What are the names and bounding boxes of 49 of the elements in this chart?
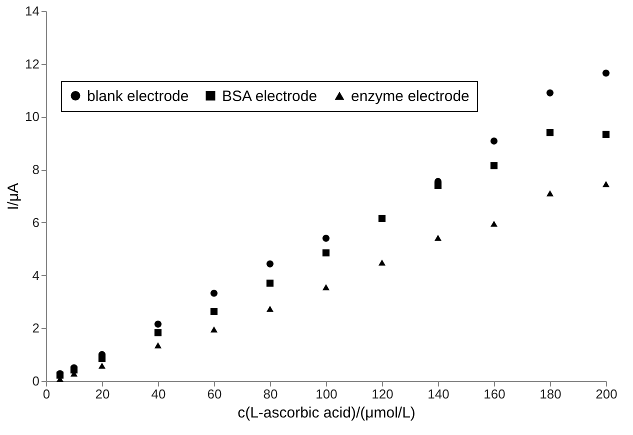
y-tick-label: 8: [32, 162, 40, 178]
point: [378, 214, 386, 222]
legend-label: BSA electrode: [222, 88, 318, 105]
y-tick-label: 12: [25, 56, 40, 72]
point: [210, 308, 218, 316]
x-tick-label: 60: [207, 386, 222, 402]
legend-label: blank electrode: [87, 88, 189, 105]
x-tick-label: 40: [151, 386, 166, 402]
x-axis-title: c(L-ascorbic acid)/(μmol/L): [238, 404, 416, 422]
point: [322, 234, 330, 242]
point: [322, 249, 330, 256]
x-tick-label: 20: [95, 386, 110, 402]
point: [266, 280, 274, 287]
point: [210, 326, 218, 333]
y-tick-label: 10: [25, 109, 40, 124]
x-tick-label: 160: [484, 386, 506, 402]
x-tick-label: 120: [372, 386, 394, 402]
x-tick-label: 180: [540, 386, 562, 402]
point: [490, 138, 498, 145]
point: [378, 260, 386, 266]
legend-label: enzyme electrode: [351, 88, 470, 105]
y-tick-label: 4: [32, 268, 40, 283]
point: [154, 342, 162, 348]
x-tick-label: 80: [263, 386, 278, 402]
point: [490, 162, 498, 170]
y-tick-label: 14: [25, 4, 40, 18]
y-tick-label: 2: [32, 320, 40, 336]
x-tick-label: 200: [596, 386, 618, 402]
x-tick-label: 140: [428, 386, 450, 402]
point: [154, 320, 162, 328]
point: [210, 290, 218, 297]
y-tick-label: 6: [32, 214, 40, 230]
point: [546, 89, 554, 96]
point: [98, 362, 106, 369]
point: [602, 70, 610, 77]
point: [546, 190, 554, 196]
point: [434, 234, 442, 241]
point: [154, 329, 162, 336]
y-axis-title: I/μA: [5, 183, 22, 210]
x-tick-label: 100: [316, 386, 338, 402]
point: [266, 260, 274, 268]
point: [266, 306, 274, 312]
y-tick-label: 0: [32, 374, 40, 388]
x-tick-label: 0: [42, 386, 50, 402]
point: [602, 181, 610, 188]
point: [602, 130, 610, 138]
point: [490, 220, 498, 227]
point: [322, 284, 330, 290]
point: [546, 129, 554, 136]
